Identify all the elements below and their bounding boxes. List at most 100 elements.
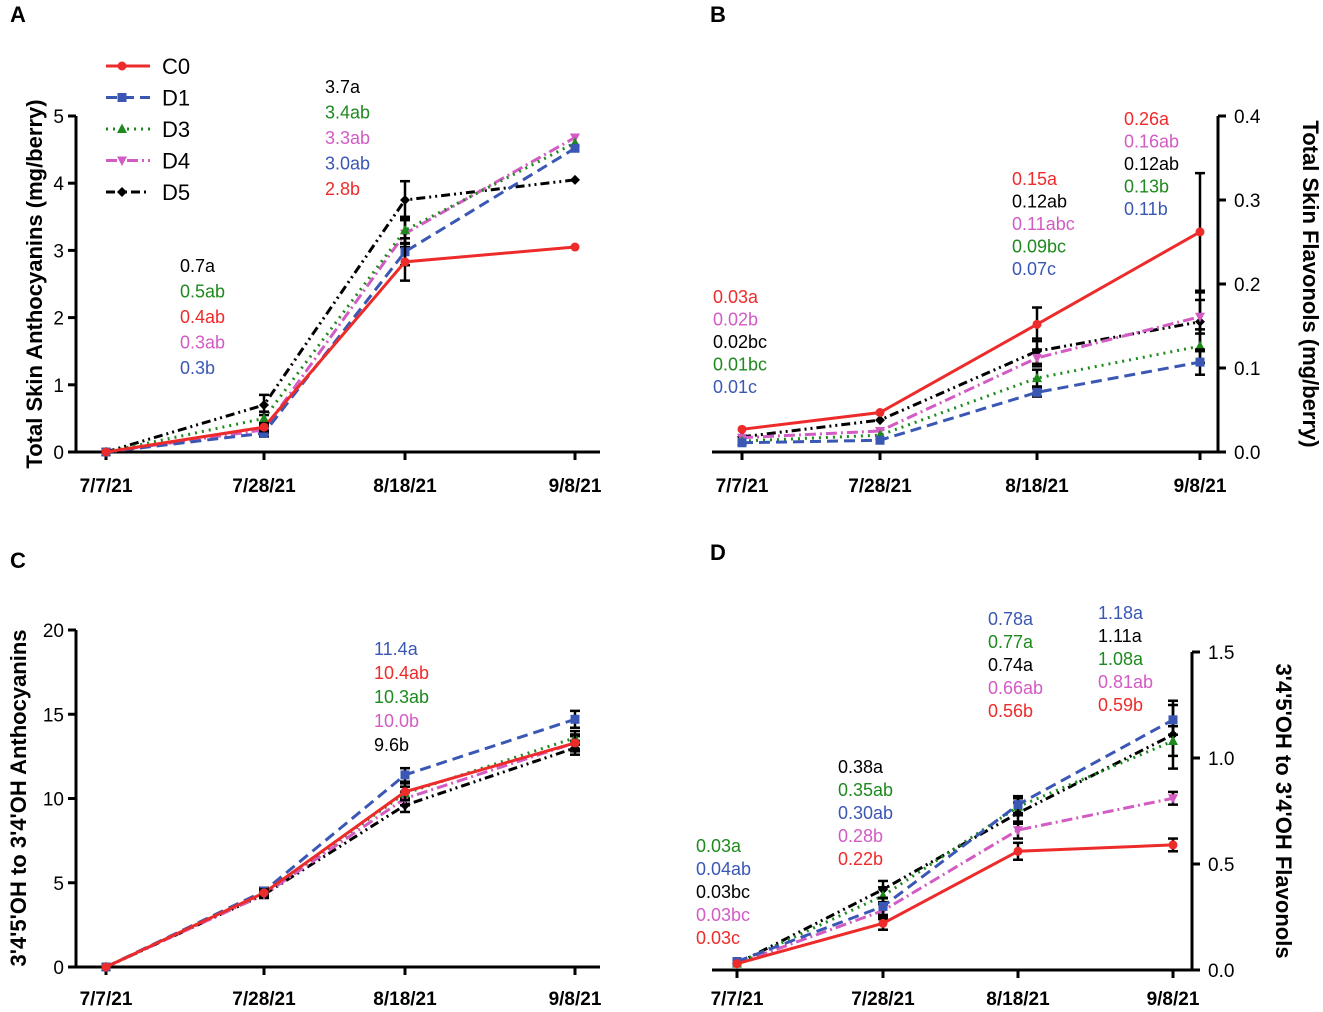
series-a-c0 <box>101 241 580 457</box>
series-line-d-d1 <box>736 718 1174 963</box>
data-point-c-d1 <box>400 770 410 780</box>
series-a-d5 <box>101 174 580 457</box>
series-line-d-c0 <box>736 843 1174 966</box>
data-point-a-c0 <box>570 242 580 252</box>
x-tick-label-a: 7/7/21 <box>80 476 133 497</box>
data-point-a-d3 <box>400 224 410 235</box>
annotation-b: 0.15a <box>1012 169 1058 189</box>
annotation-a: 3.7a <box>325 77 361 97</box>
legend: C0 D1 D3 D4 D5 <box>106 54 190 205</box>
data-point-c-c0 <box>400 787 410 797</box>
annotation-a: 3.0ab <box>325 154 370 174</box>
annotation-d: 0.04ab <box>696 859 751 879</box>
annotation-d: 0.74a <box>988 655 1034 675</box>
y-tick-label-c: 0 <box>53 958 64 979</box>
y-tick-label-a: 0 <box>53 443 64 464</box>
annotation-d: 1.08a <box>1098 649 1144 669</box>
annotation-d: 0.03a <box>696 836 742 856</box>
data-point-d-d1 <box>1168 715 1178 725</box>
annotation-b: 0.07c <box>1012 259 1056 279</box>
panel-letter-b: B <box>710 2 726 27</box>
series-line-c-d1 <box>105 717 576 969</box>
data-point-d-c0 <box>1013 846 1023 856</box>
legend-label: D1 <box>162 86 190 111</box>
annotation-d: 0.56b <box>988 701 1033 721</box>
series-line-b-d1 <box>741 360 1201 445</box>
annotation-c: 10.3ab <box>374 687 429 707</box>
series-b-c0 <box>737 171 1205 434</box>
x-tick-label-b: 8/18/21 <box>1005 476 1069 497</box>
x-tick-label-b: 7/7/21 <box>716 476 769 497</box>
data-point-d-d4 <box>1013 826 1023 836</box>
annotation-b: 0.02bc <box>713 332 767 352</box>
series-c-c0 <box>101 733 580 972</box>
data-point-a-c0 <box>259 422 269 432</box>
panel-a: A 0 1 2 3 4 5 7/7/21 7/28/21 8/18/21 9/8/21 Total … <box>10 2 602 497</box>
annotation-b: 0.13b <box>1124 177 1169 197</box>
data-point-a-d5 <box>400 195 410 205</box>
data-point-a-c0 <box>101 447 111 457</box>
annotation-b: 0.09bc <box>1012 237 1066 257</box>
annotation-d: 0.77a <box>988 632 1034 652</box>
legend-label: C0 <box>162 54 190 79</box>
series-line-d-d4 <box>736 796 1174 966</box>
data-point-b-d3 <box>1195 340 1205 351</box>
annotation-d: 0.81ab <box>1098 672 1153 692</box>
annotation-d: 1.11a <box>1098 626 1143 646</box>
y-tick-label-a: 3 <box>53 241 64 262</box>
y-tick-label-a: 5 <box>53 107 64 128</box>
annotation-b: 0.26a <box>1124 109 1170 129</box>
annotation-a: 0.4ab <box>180 307 225 327</box>
annotation-c: 11.4a <box>374 639 419 659</box>
x-tick-label-c: 7/28/21 <box>232 989 296 1010</box>
data-point-c-c0 <box>259 888 269 898</box>
y-tick-label-b: 0.1 <box>1234 359 1260 380</box>
series-d-d1 <box>732 703 1178 967</box>
data-point-a-c0 <box>400 257 410 267</box>
annotation-b: 0.03a <box>713 287 759 307</box>
y-tick-label-b: 0.2 <box>1234 275 1260 296</box>
series-b-d5 <box>737 291 1205 442</box>
legend-item-d1: D1 <box>106 86 190 111</box>
y-tick-label-c: 15 <box>43 705 64 726</box>
data-point-b-c0 <box>875 408 885 418</box>
x-tick-label-b: 9/8/21 <box>1174 476 1227 497</box>
legend-marker <box>117 187 127 197</box>
annotation-d: 0.03c <box>696 928 740 948</box>
y-axis-title-b: Total Skin Flavonols (mg/berry) <box>1298 120 1323 447</box>
legend-item-d3: D3 <box>106 117 190 142</box>
y-tick-label-a: 1 <box>53 376 64 397</box>
legend-item-c0: C0 <box>106 54 190 79</box>
data-point-b-d1 <box>737 438 747 448</box>
annotation-a: 3.4ab <box>325 103 370 123</box>
data-point-c-c0 <box>570 738 580 748</box>
data-point-b-d4 <box>1032 353 1042 364</box>
panel-letter-a: A <box>10 2 26 27</box>
data-point-b-d1 <box>1032 387 1042 397</box>
data-point-b-d1 <box>875 435 885 445</box>
y-tick-label-a: 2 <box>53 309 64 330</box>
y-tick-label-c: 10 <box>43 790 64 811</box>
data-point-a-d1 <box>570 143 580 153</box>
annotation-b: 0.11b <box>1124 199 1168 219</box>
annotation-d: 0.30ab <box>838 803 893 823</box>
data-point-c-d1 <box>570 714 580 724</box>
annotation-c: 9.6b <box>374 735 409 755</box>
y-tick-label-d: 1.0 <box>1208 749 1234 770</box>
annotation-d: 0.03bc <box>696 882 750 902</box>
data-point-a-d1 <box>259 428 269 438</box>
annotation-b: 0.11abc <box>1012 214 1075 234</box>
series-d-d4 <box>732 790 1178 970</box>
series-line-d-d3 <box>736 739 1174 966</box>
panel-c: C 0 5 10 15 20 7/7/21 7/28/21 8/18/21 9/8/21 3'4'… <box>6 548 602 1010</box>
x-tick-label-a: 8/18/21 <box>373 476 437 497</box>
x-tick-label-a: 7/28/21 <box>232 476 296 497</box>
legend-item-d4: D4 <box>106 149 190 174</box>
annotation-d: 0.03bc <box>696 905 750 925</box>
annotation-a: 2.8b <box>325 179 360 199</box>
annotation-d: 0.35ab <box>838 780 893 800</box>
annotation-b: 0.12ab <box>1012 192 1067 212</box>
annotation-d: 0.38a <box>838 757 884 777</box>
legend-label: D4 <box>162 149 190 174</box>
